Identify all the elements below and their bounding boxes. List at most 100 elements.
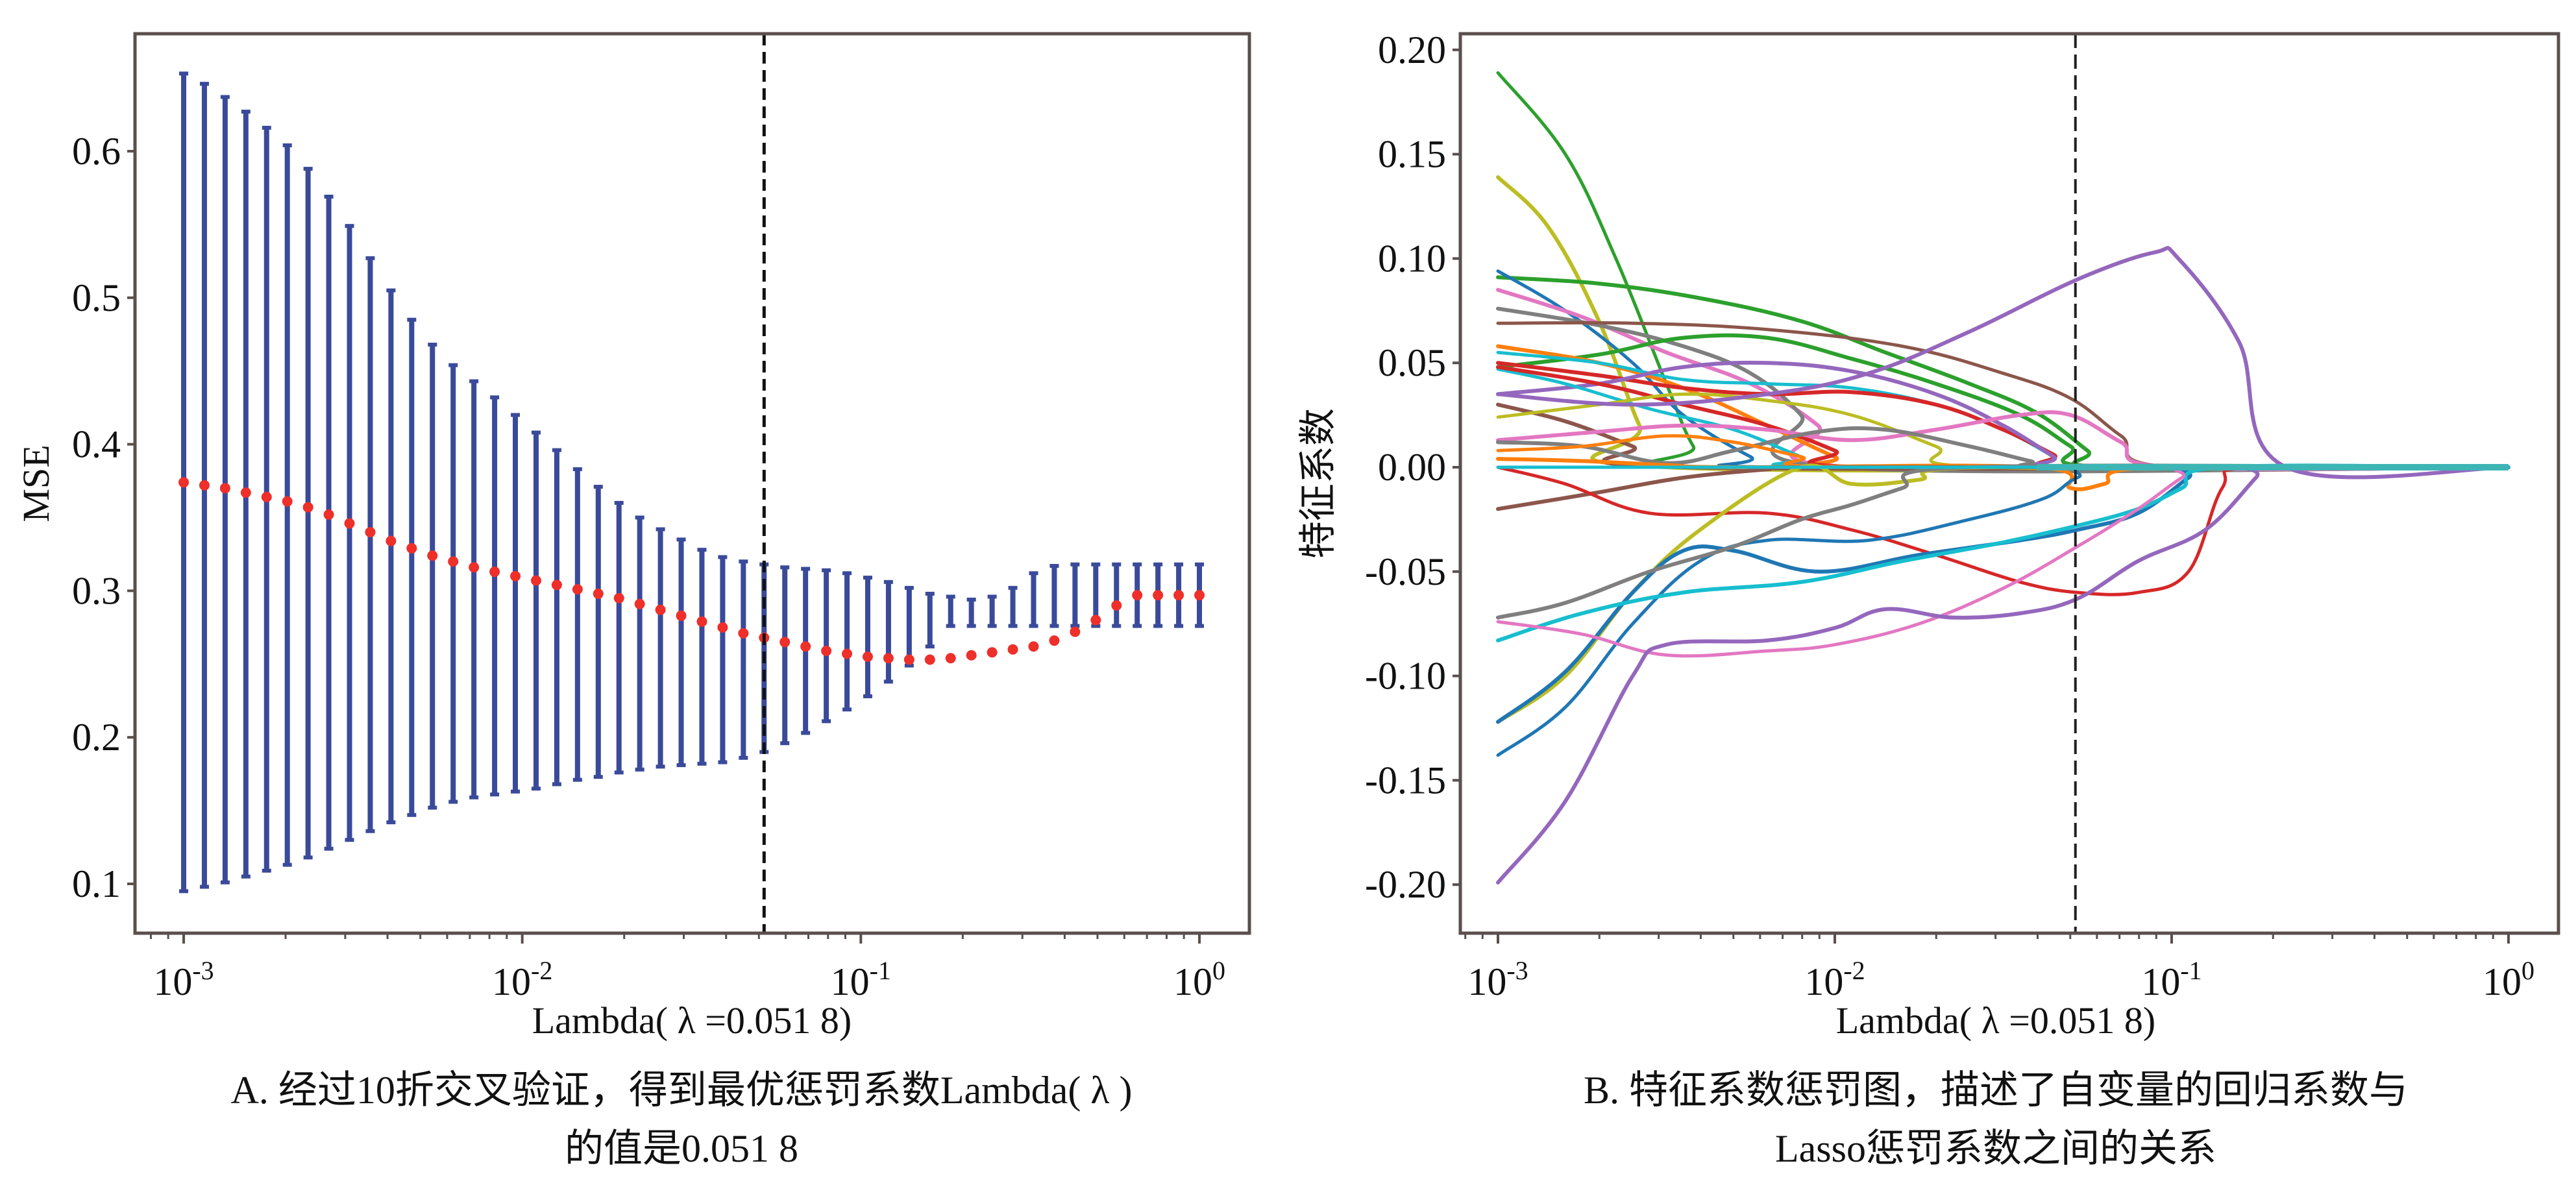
panel-b-y-ticks: -0.20 -0.15 -0.10 -0.05 0.00 0.05 0.10 0.15 0.20 xyxy=(1365,29,1460,906)
coefficient-path-coef-8 xyxy=(1496,333,2510,471)
mean-mse-point xyxy=(842,648,853,659)
mean-mse-point xyxy=(219,483,230,494)
x-tick-label: 100 xyxy=(1173,956,1225,1003)
mean-mse-point xyxy=(427,550,438,561)
mean-mse-point xyxy=(323,509,334,520)
mean-mse-point xyxy=(613,592,624,604)
coefficient-path-coef-25 xyxy=(1496,465,2510,757)
x-tick-label: 10-1 xyxy=(831,956,891,1003)
coefficient-path-coef-21 xyxy=(1496,465,2510,511)
x-tick-label: 10-3 xyxy=(153,956,214,1003)
mean-mse-point xyxy=(302,502,313,513)
mean-mse-point xyxy=(717,622,728,633)
mean-mse-point xyxy=(883,653,894,664)
panel-b-coefficient-path-chart: -0.20 -0.15 -0.10 -0.05 0.00 0.05 0.10 0.15 0.20… xyxy=(1297,29,2560,1170)
mean-mse-point xyxy=(240,487,251,498)
mean-mse-point xyxy=(634,598,645,609)
y-tick-label: 0.20 xyxy=(1378,29,1446,71)
panel-a-y-ticks: 0.1 0.2 0.3 0.4 0.5 0.6 xyxy=(72,130,135,905)
mean-mse-point xyxy=(406,543,417,554)
mean-mse-point xyxy=(779,637,791,648)
mean-mse-point xyxy=(489,567,500,578)
mean-mse-point xyxy=(738,628,749,639)
mean-mse-point xyxy=(510,570,521,581)
mean-mse-point xyxy=(572,584,583,595)
mean-mse-point xyxy=(676,610,687,621)
y-tick-label: 0.6 xyxy=(72,130,121,173)
mean-mse-point xyxy=(282,496,293,507)
mean-mse-point xyxy=(821,645,832,656)
x-tick-label: 10-2 xyxy=(492,956,552,1003)
x-tick-label: 100 xyxy=(2483,956,2534,1003)
mean-mse-point xyxy=(386,535,397,546)
y-tick-label: -0.20 xyxy=(1365,863,1446,906)
x-tick-label: 10-2 xyxy=(1804,956,1865,1003)
coefficient-path-coef-24 xyxy=(1496,464,2510,724)
mean-mse-point xyxy=(1132,590,1143,601)
coefficient-path-coef-22 xyxy=(1496,463,2510,596)
panel-a-x-axis-title: Lambda( λ =0.051 8) xyxy=(532,999,852,1042)
mean-mse-point xyxy=(903,654,914,665)
coefficient-path-coef-23 xyxy=(1496,463,2510,724)
panel-a-frame xyxy=(133,32,1251,935)
coefficient-path-coef-30 xyxy=(1496,246,2510,480)
y-tick-label: -0.15 xyxy=(1365,759,1446,801)
x-tick-label: 10-3 xyxy=(1467,956,1528,1003)
panel-a-caption-line-2: 的值是0.051 8 xyxy=(565,1127,798,1170)
panel-b-caption-line-2: Lasso惩罚系数之间的关系 xyxy=(1775,1127,2216,1170)
mean-mse-point xyxy=(199,480,210,491)
mean-mse-point xyxy=(551,580,562,591)
y-tick-label: 0.05 xyxy=(1378,341,1446,384)
mean-mse-point xyxy=(530,575,541,586)
panel-b-lines xyxy=(1496,34,2510,933)
mean-mse-point xyxy=(1111,600,1122,611)
mean-mse-point xyxy=(1194,590,1205,601)
x-tick-label: 10-1 xyxy=(2141,956,2202,1003)
mean-mse-point xyxy=(261,491,272,502)
y-tick-label: 0.4 xyxy=(72,423,121,466)
mean-mse-point xyxy=(655,604,666,615)
mean-mse-point xyxy=(448,556,459,567)
mean-mse-point xyxy=(1090,615,1101,626)
panel-a-marks xyxy=(178,34,1205,933)
mean-mse-point xyxy=(945,653,956,664)
mean-mse-point xyxy=(966,650,977,661)
mean-mse-point xyxy=(1028,641,1039,652)
mean-mse-point xyxy=(344,518,355,529)
panel-b-caption-line-1: B. 特征系数惩罚图，描述了自变量的回归系数与 xyxy=(1584,1069,2408,1112)
mean-mse-point xyxy=(862,652,873,663)
y-tick-label: 0.2 xyxy=(72,716,121,759)
mean-mse-point xyxy=(696,616,707,627)
mean-mse-point xyxy=(469,562,480,573)
mean-mse-point xyxy=(1007,644,1018,655)
mean-mse-point xyxy=(1070,626,1081,637)
mean-mse-point xyxy=(1173,590,1184,601)
panel-a-mse-chart: 0.1 0.2 0.3 0.4 0.5 0.6 10-3 10-2 10-1 100 MSE L… xyxy=(15,32,1251,1170)
panel-a-x-ticks: 10-3 10-2 10-1 100 xyxy=(149,933,1225,1003)
mean-mse-point xyxy=(1049,635,1060,646)
coefficient-path-coef-18 xyxy=(1496,426,2510,470)
coefficient-path-coef-6 xyxy=(1496,306,2510,474)
coefficient-path-coef-28 xyxy=(1496,465,2510,658)
y-tick-label: 0.00 xyxy=(1378,446,1446,489)
mean-mse-point xyxy=(987,647,998,658)
mean-mse-point xyxy=(800,641,811,652)
mean-mse-point xyxy=(365,527,376,538)
panel-b-frame xyxy=(1458,32,2560,935)
panel-a-caption-line-1: A. 经过10折交叉验证，得到最优惩罚系数Lambda( λ ) xyxy=(231,1069,1133,1112)
mean-mse-point xyxy=(178,477,189,488)
y-tick-label: -0.05 xyxy=(1365,550,1446,593)
y-tick-label: 0.1 xyxy=(72,862,121,905)
y-tick-label: 0.5 xyxy=(72,276,121,319)
y-tick-label: -0.10 xyxy=(1365,655,1446,698)
panel-b-x-ticks: 10-3 10-2 10-1 100 xyxy=(1464,933,2534,1003)
panel-b-y-axis-title: 特征系数 xyxy=(1297,408,1339,559)
mean-mse-point xyxy=(593,588,604,599)
mean-mse-point xyxy=(1153,590,1164,601)
y-tick-label: 0.3 xyxy=(72,569,121,612)
coefficient-path-coef-29 xyxy=(1496,464,2510,885)
y-tick-label: 0.15 xyxy=(1378,133,1446,176)
panel-a-y-axis-title: MSE xyxy=(15,445,57,522)
y-tick-label: 0.10 xyxy=(1378,237,1446,280)
panel-b-x-axis-title: Lambda( λ =0.051 8) xyxy=(1836,999,2156,1042)
